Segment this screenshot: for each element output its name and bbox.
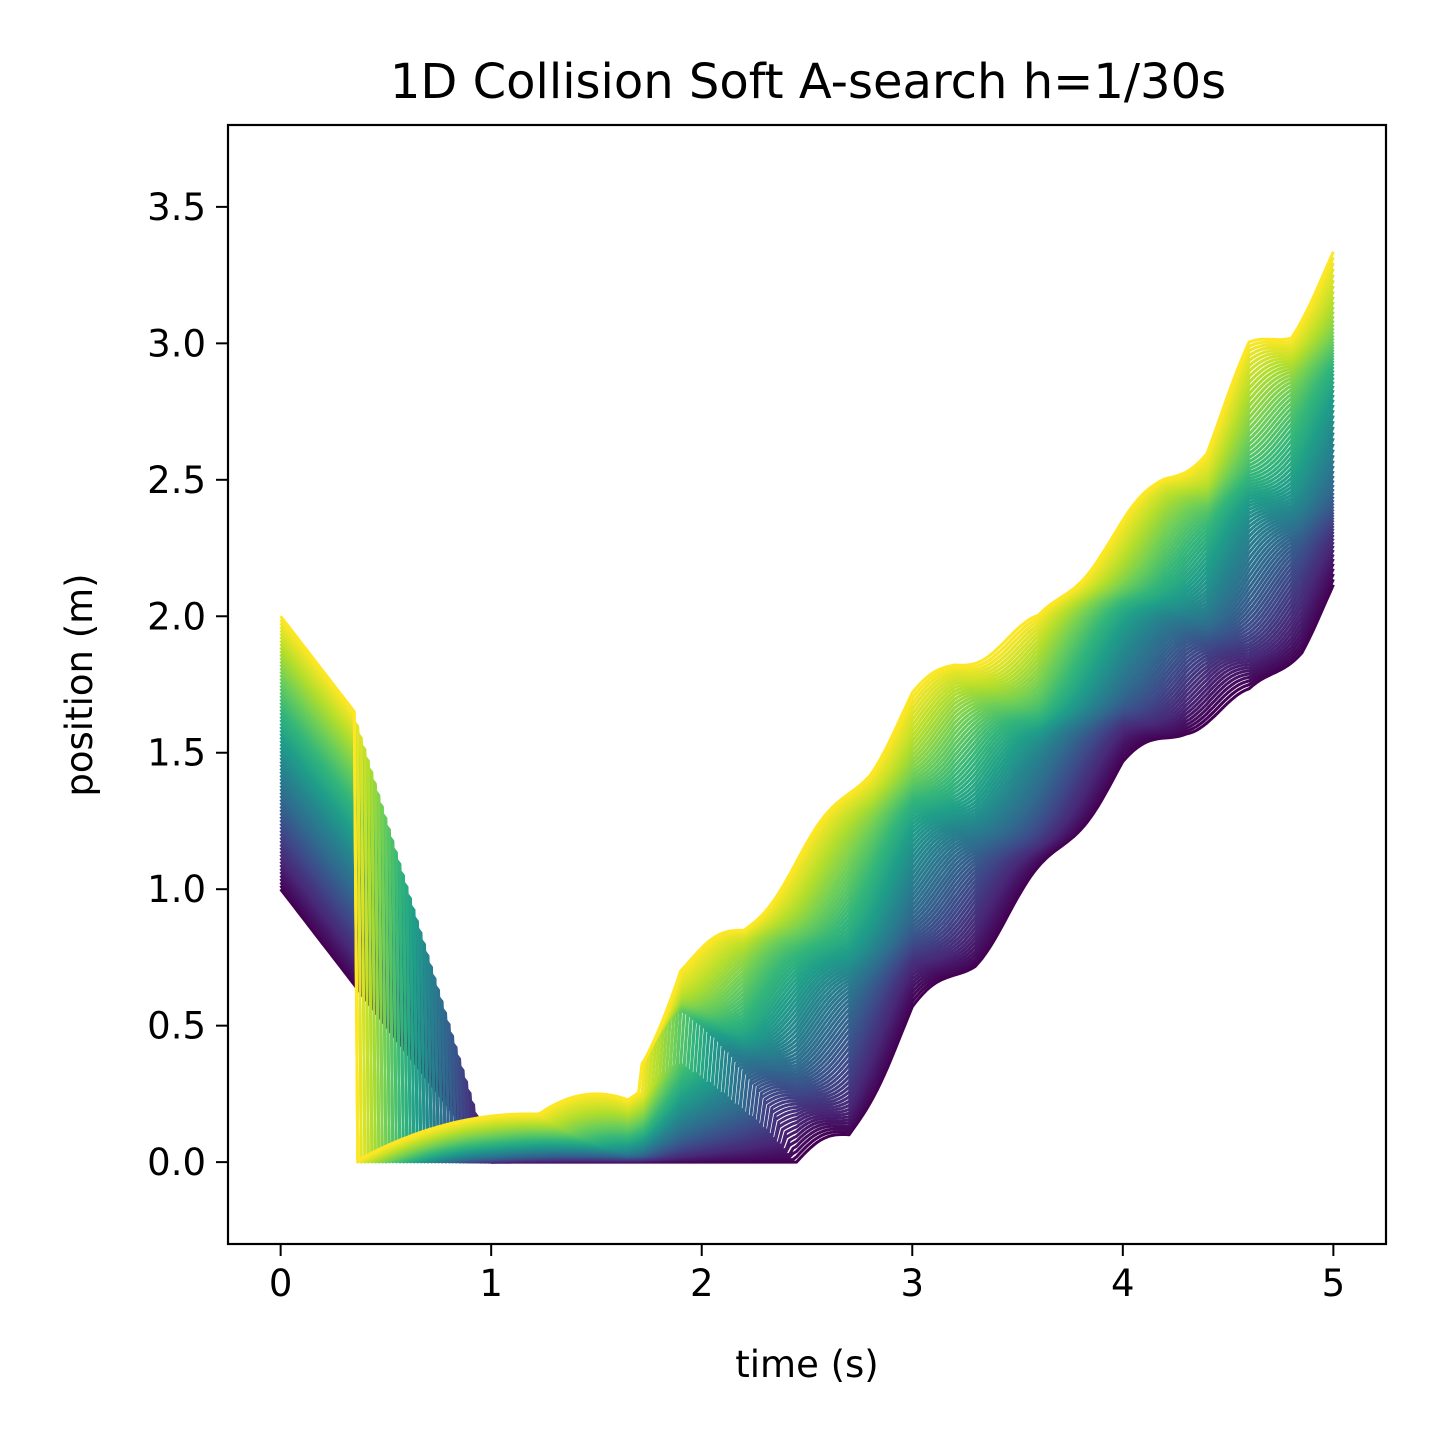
x-tick-label: 5 — [1322, 1262, 1346, 1305]
y-tick-label: 3.5 — [147, 186, 206, 229]
series-line-6 — [279, 558, 1335, 1164]
y-tick-label: 3.0 — [147, 322, 206, 365]
plot-frame — [226, 123, 1388, 1246]
y-axis-label: position (m) — [58, 573, 101, 796]
x-tick-label: 2 — [690, 1262, 714, 1305]
x-tick-label: 4 — [1111, 1262, 1135, 1305]
y-tick-label: 2.0 — [147, 595, 206, 638]
y-tick-label: 1.5 — [147, 732, 206, 775]
x-tick-label: 0 — [269, 1262, 293, 1305]
y-tick-label: 1.0 — [147, 868, 206, 911]
ticks-layer: 0 1 2 3 4 5 0.0 0.5 1.0 1.5 2.0 2.5 3.0 3.5 — [147, 186, 1345, 1305]
y-tick-label: 0.5 — [147, 1005, 206, 1048]
series-line-21 — [279, 508, 1335, 1164]
x-axis-label: time (s) — [735, 1343, 879, 1386]
y-tick-label: 2.5 — [147, 459, 206, 502]
chart-title: 1D Collision Soft A-search h=1/30s — [390, 54, 1226, 110]
series-line-5 — [279, 562, 1335, 1164]
y-tick-label: 0.0 — [147, 1141, 206, 1184]
x-tick-label: 3 — [900, 1262, 924, 1305]
series-line-80 — [279, 251, 1335, 1162]
x-tick-label: 1 — [479, 1262, 503, 1305]
series-line-4 — [279, 567, 1335, 1164]
series-layer — [279, 251, 1335, 1164]
